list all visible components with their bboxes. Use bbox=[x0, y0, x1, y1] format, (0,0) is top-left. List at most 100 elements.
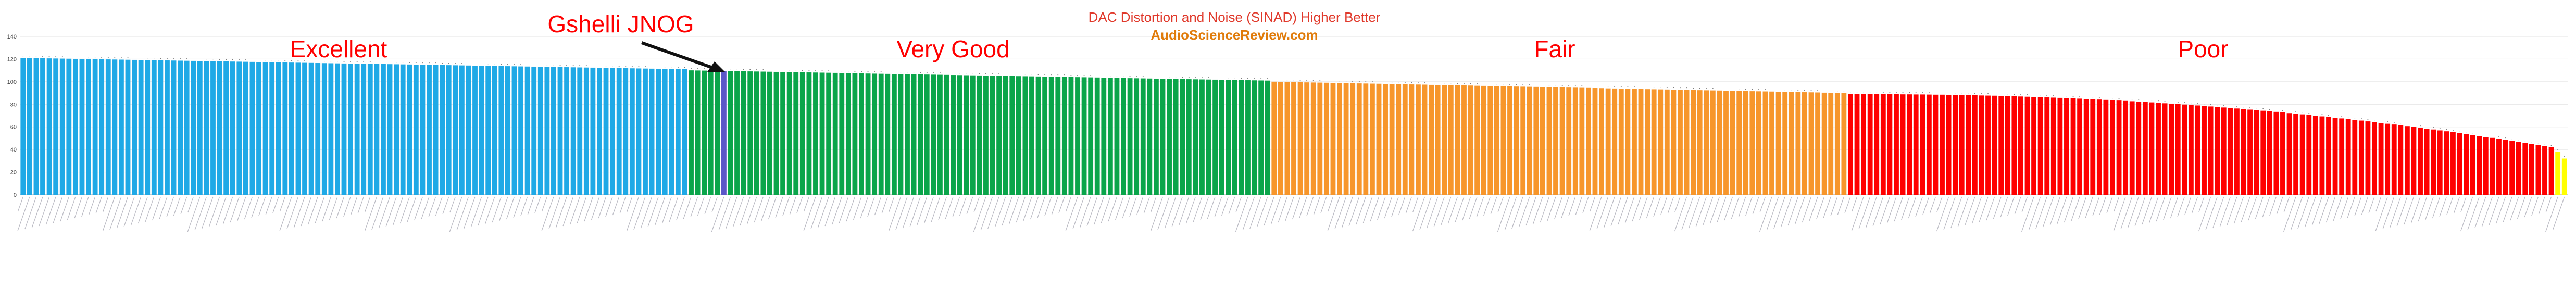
bar bbox=[1664, 89, 1670, 195]
category-label-stroke bbox=[619, 196, 626, 214]
category-label-stroke bbox=[1427, 196, 1439, 229]
category-label-stroke bbox=[1674, 196, 1681, 212]
bar-value-label: - bbox=[1516, 83, 1517, 87]
bar bbox=[872, 73, 878, 195]
bar-value-label: - bbox=[1189, 76, 1190, 80]
category-label-stroke bbox=[173, 196, 181, 216]
category-label-stroke bbox=[2503, 196, 2512, 222]
bar bbox=[1828, 93, 1834, 195]
category-label-stroke bbox=[1136, 196, 1144, 216]
bar bbox=[440, 65, 445, 195]
bar bbox=[1376, 83, 1382, 195]
bar bbox=[1389, 84, 1395, 195]
category-label-stroke bbox=[2113, 196, 2126, 231]
bar bbox=[518, 66, 523, 195]
bar-value-label: - bbox=[1568, 84, 1570, 88]
bar bbox=[511, 66, 517, 195]
bar-value-label: - bbox=[1299, 79, 1301, 82]
category-label-stroke bbox=[2347, 196, 2355, 218]
bar-value-label: - bbox=[304, 59, 306, 63]
category-label-stroke bbox=[1589, 196, 1602, 231]
bar-value-label: - bbox=[1129, 75, 1131, 79]
category-label-stroke bbox=[1221, 196, 1229, 216]
bar-value-label: - bbox=[2249, 106, 2251, 110]
category-label-stroke bbox=[1568, 196, 1576, 217]
bar bbox=[2070, 98, 2076, 195]
category-label-stroke bbox=[1242, 196, 1255, 231]
bar bbox=[2496, 139, 2502, 195]
category-label-stroke bbox=[2432, 196, 2441, 219]
category-label-stroke bbox=[2092, 196, 2100, 217]
category-label-stroke bbox=[2538, 196, 2545, 215]
category-label-stroke bbox=[1660, 196, 1668, 216]
category-label-stroke bbox=[973, 196, 980, 213]
bar-value-label: - bbox=[1680, 86, 1681, 90]
bar-value-label: - bbox=[2125, 97, 2127, 101]
category-label-stroke bbox=[2035, 196, 2047, 229]
bar-value-label: - bbox=[2466, 131, 2467, 134]
category-label-stroke bbox=[2396, 196, 2408, 227]
category-label-stroke bbox=[31, 196, 43, 228]
category-label-stroke bbox=[1072, 196, 1085, 230]
category-label-stroke bbox=[357, 196, 364, 214]
y-tick-label: 140 bbox=[7, 34, 17, 40]
bar bbox=[27, 58, 32, 195]
bar-value-label: - bbox=[167, 57, 168, 61]
bar bbox=[2083, 99, 2089, 195]
bar-value-label: - bbox=[2138, 98, 2140, 102]
bar bbox=[2142, 102, 2148, 195]
category-label-stroke bbox=[1235, 196, 1242, 213]
bar bbox=[2077, 98, 2083, 195]
bar bbox=[570, 67, 576, 195]
category-label-stroke bbox=[449, 196, 462, 232]
bar-value-label: - bbox=[2334, 115, 2336, 118]
bar bbox=[2247, 109, 2253, 195]
bar-value-label: - bbox=[455, 62, 456, 66]
bar-value-label: - bbox=[1208, 76, 1209, 80]
category-label-stroke bbox=[1936, 196, 1943, 212]
category-label-stroke bbox=[2333, 196, 2342, 221]
bar bbox=[1933, 94, 1939, 195]
category-label-stroke bbox=[973, 196, 986, 232]
bar bbox=[1592, 88, 1598, 195]
category-label-stroke bbox=[230, 196, 240, 223]
bar-value-label: - bbox=[1961, 92, 1963, 95]
category-label-stroke bbox=[237, 196, 246, 221]
bar-value-label: - bbox=[1732, 87, 1733, 91]
category-label-stroke bbox=[428, 196, 436, 218]
bar bbox=[531, 66, 537, 195]
bar bbox=[2312, 116, 2318, 195]
bar bbox=[2129, 101, 2135, 195]
category-label-stroke bbox=[378, 196, 391, 229]
category-label-stroke bbox=[1624, 196, 1635, 223]
bar bbox=[1121, 78, 1126, 195]
bar-value-label: - bbox=[2217, 104, 2218, 107]
bar bbox=[1468, 85, 1473, 195]
bar-value-label: - bbox=[2511, 137, 2513, 141]
bar-value-label: - bbox=[1902, 91, 1904, 95]
category-label-stroke bbox=[938, 196, 947, 221]
bar-value-label: - bbox=[2531, 141, 2533, 144]
bar-value-label: - bbox=[572, 64, 574, 68]
bar bbox=[92, 59, 98, 195]
bar bbox=[1252, 80, 1257, 195]
bar-value-label: - bbox=[252, 58, 253, 62]
category-label-stroke bbox=[88, 196, 96, 216]
y-tick-label: 80 bbox=[10, 102, 17, 108]
bar bbox=[2561, 158, 2567, 195]
bar-value-label: - bbox=[1064, 73, 1066, 77]
bar-value-label: - bbox=[599, 65, 601, 68]
bar-value-label: - bbox=[2151, 99, 2153, 103]
category-label-stroke bbox=[959, 196, 967, 216]
bar bbox=[2162, 103, 2168, 195]
category-label-stroke bbox=[1094, 196, 1104, 225]
bar bbox=[99, 59, 105, 195]
category-label-stroke bbox=[945, 196, 954, 219]
bar bbox=[1638, 89, 1644, 195]
bar bbox=[937, 74, 943, 195]
category-label-stroke bbox=[527, 196, 534, 215]
bar-value-label: - bbox=[1503, 83, 1504, 86]
bar bbox=[2345, 119, 2351, 195]
bar bbox=[1723, 91, 1729, 195]
